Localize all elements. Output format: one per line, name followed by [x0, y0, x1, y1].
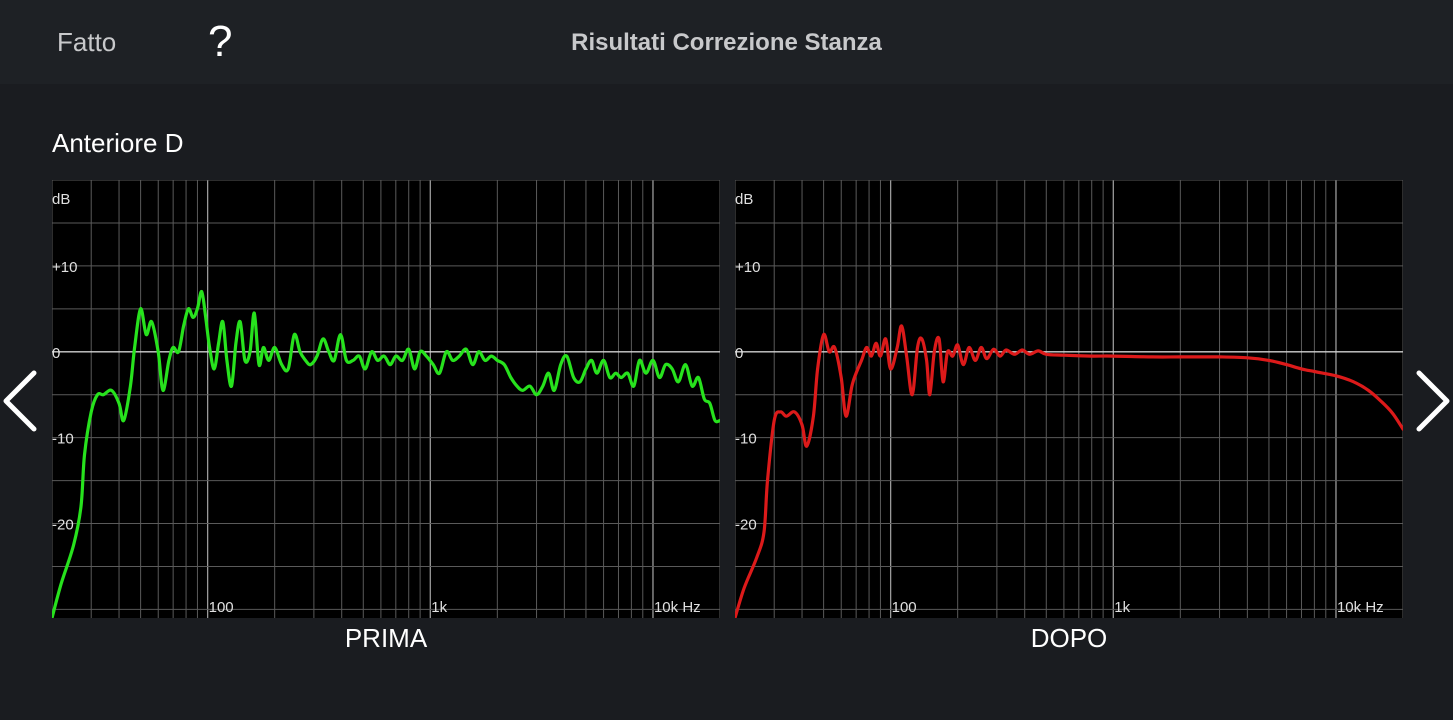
x-tick-label: 1k [1114, 599, 1130, 616]
help-button[interactable]: ? [208, 17, 233, 66]
y-tick-label: +10 [52, 259, 77, 276]
x-tick-label: 100 [892, 599, 917, 616]
before-chart-plot: dB +10 0 -10 -20 100 1k 10k Hz [52, 180, 720, 618]
results-content: Anteriore D dB +10 0 -10 -20 100 1k 10k Hz PRIM… [0, 84, 1453, 720]
before-chart: dB +10 0 -10 -20 100 1k 10k Hz [52, 180, 720, 618]
x-tick-label: 1k [431, 599, 447, 616]
x-tick-label: 10k Hz [654, 599, 701, 616]
chevron-left-icon[interactable] [0, 369, 40, 433]
y-tick-label: 0 [52, 345, 60, 362]
done-button[interactable]: Fatto [57, 27, 117, 57]
channel-name: Anteriore D [52, 128, 184, 158]
y-tick-label: +10 [735, 259, 760, 276]
page-title: Risultati Correzione Stanza [571, 29, 882, 56]
after-chart-plot: dB +10 0 -10 -20 100 1k 10k Hz [735, 180, 1403, 618]
chevron-right-icon[interactable] [1413, 369, 1453, 433]
y-tick-label: -20 [735, 517, 757, 534]
after-response-curve [735, 324, 1403, 618]
y-tick-label: 0 [735, 345, 743, 362]
after-chart: dB +10 0 -10 -20 100 1k 10k Hz [735, 180, 1403, 618]
y-axis-label: dB [735, 191, 753, 208]
x-tick-label: 100 [209, 599, 234, 616]
y-tick-label: -10 [52, 431, 74, 448]
y-axis-label: dB [52, 191, 70, 208]
before-chart-caption: PRIMA [344, 623, 428, 653]
after-chart-caption: DOPO [1030, 623, 1108, 653]
y-tick-label: -10 [735, 431, 757, 448]
y-tick-label: -20 [52, 517, 74, 534]
x-tick-label: 10k Hz [1337, 599, 1384, 616]
before-response-curve [52, 289, 720, 618]
top-bar: Fatto ? Risultati Correzione Stanza [0, 0, 1453, 84]
